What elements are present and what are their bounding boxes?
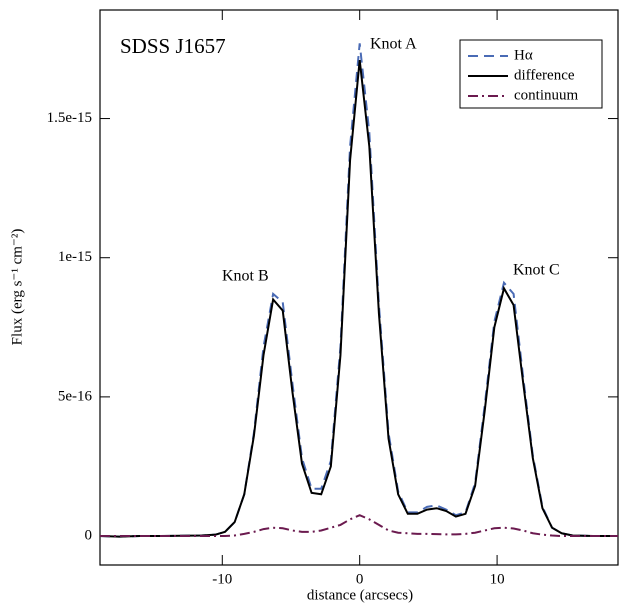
plot-title: SDSS J1657 (120, 34, 226, 58)
series-line (100, 514, 618, 538)
y-tick-label: 1.5e-15 (47, 110, 92, 126)
legend-label: continuum (514, 87, 578, 103)
x-tick-label: 10 (490, 571, 505, 587)
y-tick-label: 5e-16 (58, 388, 93, 404)
series-line (100, 59, 618, 538)
y-tick-label: 0 (85, 527, 93, 543)
x-tick-label: 0 (356, 571, 364, 587)
y-axis-label: Flux (erg s⁻¹ cm⁻²) (9, 229, 25, 346)
annotation: Knot B (222, 268, 269, 285)
annotation: Knot C (513, 262, 560, 279)
legend-label: difference (514, 67, 575, 83)
annotation: Knot A (370, 36, 417, 53)
x-tick-label: -10 (212, 571, 232, 587)
x-axis-label: distance (arcsecs) (307, 587, 413, 603)
plot-frame (99, 9, 619, 566)
y-tick-label: 1e-15 (58, 249, 92, 265)
legend-label: Hα (514, 47, 533, 63)
series-line (100, 43, 618, 538)
